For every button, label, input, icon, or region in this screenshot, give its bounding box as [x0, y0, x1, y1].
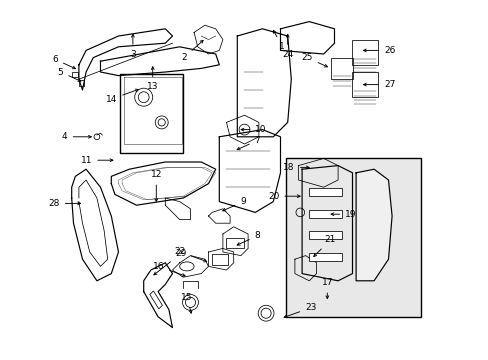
- Bar: [330, 58, 352, 79]
- Bar: [212, 254, 228, 265]
- Text: 27: 27: [363, 80, 395, 89]
- Text: 17: 17: [321, 279, 332, 298]
- Text: 15: 15: [181, 293, 192, 313]
- Text: 4: 4: [62, 132, 91, 141]
- Text: 21: 21: [313, 235, 336, 257]
- Text: 11: 11: [81, 156, 113, 165]
- Bar: [352, 40, 377, 65]
- Text: 25: 25: [301, 53, 327, 67]
- Bar: [79, 80, 84, 86]
- Text: 13: 13: [147, 67, 158, 91]
- Text: 20: 20: [267, 192, 300, 201]
- Bar: [309, 210, 341, 218]
- Polygon shape: [355, 169, 391, 281]
- Text: 10: 10: [241, 125, 266, 134]
- Bar: [309, 231, 341, 239]
- Text: 19: 19: [330, 210, 356, 219]
- Text: 5: 5: [58, 68, 81, 81]
- Bar: [120, 74, 183, 153]
- Bar: [226, 238, 244, 248]
- Text: 22: 22: [174, 248, 206, 262]
- Text: 9: 9: [223, 197, 245, 211]
- Bar: [285, 158, 420, 317]
- Bar: [72, 72, 78, 77]
- Text: 18: 18: [283, 163, 308, 172]
- Text: 28: 28: [48, 199, 81, 208]
- Text: 23: 23: [284, 303, 316, 318]
- Text: 29: 29: [154, 249, 186, 275]
- Text: 16: 16: [152, 262, 185, 276]
- Text: 6: 6: [52, 55, 75, 69]
- Text: 24: 24: [282, 35, 293, 59]
- Text: 8: 8: [237, 231, 260, 245]
- Text: 3: 3: [130, 35, 136, 59]
- Text: 26: 26: [363, 46, 395, 55]
- Bar: [309, 253, 341, 261]
- Text: 7: 7: [237, 136, 260, 150]
- Bar: [309, 188, 341, 196]
- Text: 14: 14: [106, 89, 138, 104]
- Bar: [352, 72, 377, 97]
- Text: 2: 2: [181, 40, 203, 62]
- Text: 12: 12: [150, 171, 162, 201]
- Text: 1: 1: [273, 30, 285, 51]
